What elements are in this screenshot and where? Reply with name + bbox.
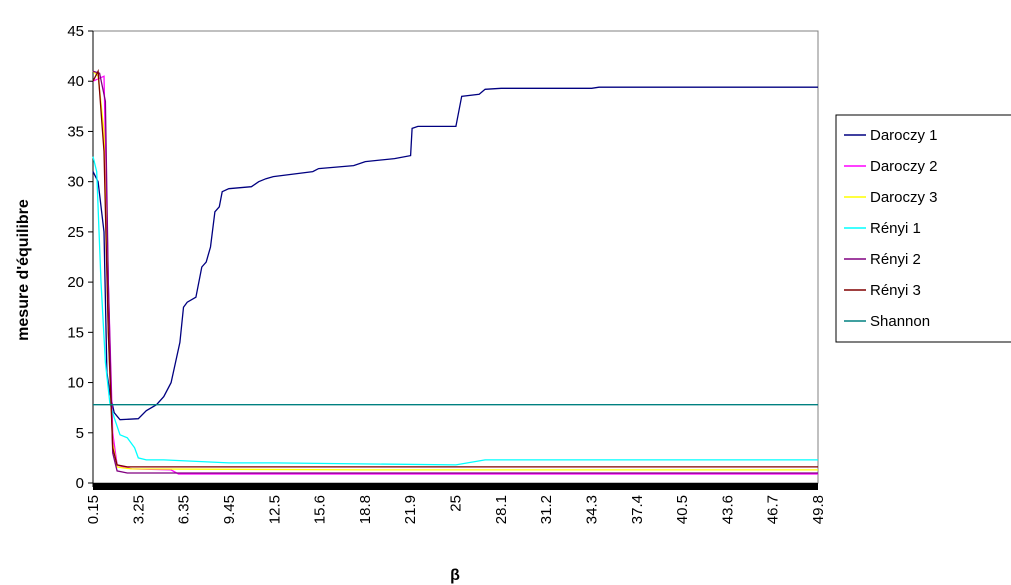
x-tick-label: 3.25 <box>130 495 147 524</box>
legend-label: Daroczy 2 <box>870 158 938 175</box>
legend-label: Daroczy 1 <box>870 127 938 144</box>
x-axis-band <box>93 483 818 490</box>
y-tick-label: 10 <box>67 375 84 392</box>
legend-box <box>835 114 1011 343</box>
x-tick-label: 6.35 <box>176 495 193 524</box>
legend-label: Daroczy 3 <box>870 189 938 206</box>
x-tick-label: 34.3 <box>583 495 600 524</box>
x-tick-label: 49.8 <box>810 495 827 524</box>
y-tick-label: 5 <box>76 425 84 442</box>
legend-label: Rényi 2 <box>870 251 921 268</box>
series-layer <box>92 68 818 475</box>
x-axis: 0.15 3.25 6.35 9.45 12.5 15.6 18.8 21.9 25 28.1 31… <box>85 483 827 524</box>
x-tick-label: 9.45 <box>221 495 238 524</box>
x-tick-label: 21.9 <box>402 495 419 524</box>
plot-area <box>92 30 819 484</box>
series-line-daroczy-1 <box>92 86 818 421</box>
x-tick-label: 37.4 <box>629 495 646 524</box>
y-tick-label: 0 <box>76 475 84 492</box>
y-tick-label: 45 <box>67 23 84 40</box>
legend-label: Rényi 3 <box>870 282 921 299</box>
x-tick-label: 0.15 <box>85 495 102 524</box>
x-tick-label: 43.6 <box>719 495 736 524</box>
y-axis-label: mesure d'équilibre <box>15 199 32 341</box>
x-tick-label: 46.7 <box>765 495 782 524</box>
x-tick-label: 18.8 <box>357 495 374 524</box>
series-line-r-nyi-2 <box>92 70 818 474</box>
y-tick-label: 20 <box>67 274 84 291</box>
x-tick-label: 15.6 <box>312 495 329 524</box>
y-tick-label: 35 <box>67 123 84 140</box>
y-tick-label: 25 <box>67 224 84 241</box>
x-tick-label: 40.5 <box>674 495 691 524</box>
legend-label: Shannon <box>870 313 930 330</box>
x-tick-label: 25 <box>448 495 465 512</box>
plot-frame <box>92 30 819 484</box>
legend: Daroczy 1 Daroczy 2 Daroczy 3 Rényi 1 Rényi … <box>835 114 1011 343</box>
x-tick-label: 12.5 <box>266 495 283 524</box>
y-tick-label: 15 <box>67 324 84 341</box>
y-tick-label: 40 <box>67 73 84 90</box>
series-line-r-nyi-1 <box>92 156 818 466</box>
x-tick-label: 28.1 <box>493 495 510 524</box>
x-tick-label: 31.2 <box>538 495 555 524</box>
x-axis-label: β <box>450 567 460 584</box>
y-axis: 0 5 10 15 20 25 30 35 40 45 <box>67 23 94 492</box>
series-line-daroczy-3 <box>92 70 818 471</box>
y-tick-label: 30 <box>67 174 84 191</box>
series-line-r-nyi-3 <box>92 68 818 468</box>
legend-label: Rényi 1 <box>870 220 921 237</box>
